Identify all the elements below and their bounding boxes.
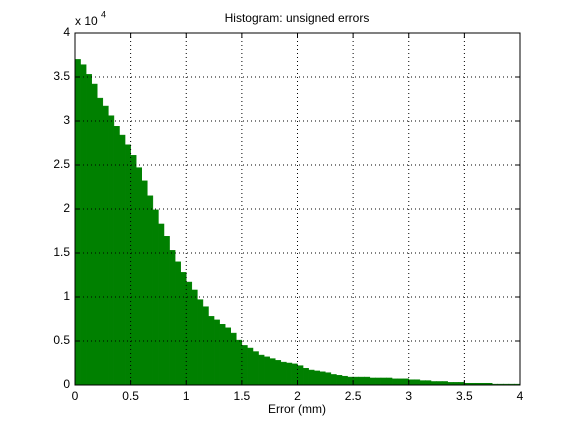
bar [141, 180, 148, 386]
bar [341, 375, 348, 386]
bar [124, 144, 131, 386]
bar [174, 261, 181, 386]
bar [241, 345, 248, 386]
bar [213, 319, 220, 386]
bar [236, 339, 243, 386]
y-tick-label: 3 [63, 113, 70, 127]
bar [85, 74, 92, 386]
x-tick-label: 4 [517, 389, 524, 403]
y-tick-label: 1.5 [53, 245, 70, 259]
bar [391, 378, 398, 386]
bar [358, 376, 365, 386]
bar [252, 351, 259, 386]
x-tick-label: 1 [183, 389, 190, 403]
bar [397, 378, 404, 386]
bar [386, 377, 393, 386]
y-tick-label: 4 [63, 25, 70, 39]
bar [402, 378, 409, 386]
bar [269, 358, 276, 386]
bar [80, 64, 87, 386]
bar [113, 126, 120, 386]
bar [247, 347, 254, 386]
x-tick-label: 0.5 [122, 389, 139, 403]
bar [380, 377, 387, 386]
y-tick-label: 2 [63, 201, 70, 215]
bar [208, 316, 215, 386]
bar [419, 380, 426, 386]
bar [91, 83, 98, 386]
x-tick-label: 0 [72, 389, 79, 403]
bar [352, 376, 359, 386]
y-tick-label: 2.5 [53, 157, 70, 171]
bar [197, 299, 204, 386]
bar [375, 377, 382, 386]
bar [130, 155, 137, 386]
bar [275, 360, 282, 386]
bar [430, 381, 437, 386]
bar [191, 289, 198, 386]
bar [280, 361, 287, 386]
bar [291, 363, 298, 386]
chart-title: Histogram: unsigned errors [225, 11, 370, 25]
y-tick-label: 1 [63, 289, 70, 303]
bar [330, 374, 337, 386]
bar [325, 372, 332, 386]
bar [135, 167, 142, 386]
bar [97, 97, 104, 386]
bar [308, 369, 315, 386]
bar [347, 376, 354, 386]
x-tick-label: 1.5 [234, 389, 251, 403]
bar [336, 375, 343, 386]
bar [180, 272, 187, 386]
bar [158, 223, 165, 386]
bar [74, 59, 81, 386]
bar [102, 105, 109, 386]
x-tick-label: 3 [405, 389, 412, 403]
bar [263, 356, 270, 386]
bar [436, 381, 443, 386]
bar [108, 115, 115, 386]
bar [319, 371, 326, 386]
y-tick-label: 0 [63, 377, 70, 391]
bar [297, 365, 304, 386]
bar [119, 134, 126, 386]
bar [219, 324, 226, 386]
bar [302, 368, 309, 386]
bar [369, 377, 376, 386]
bar [147, 195, 154, 386]
x-tick-label: 2.5 [345, 389, 362, 403]
x-axis-label: Error (mm) [268, 402, 326, 416]
x-tick-label: 3.5 [456, 389, 473, 403]
y-tick-label: 3.5 [53, 69, 70, 83]
bar [425, 380, 432, 386]
bar [414, 379, 421, 386]
bar [313, 370, 320, 386]
y-multiplier: x 10 [75, 14, 98, 28]
bar [258, 354, 265, 386]
bar [224, 327, 231, 386]
bar [169, 250, 176, 386]
bar [364, 376, 371, 386]
y-multiplier-exponent: 4 [101, 9, 106, 19]
bar [408, 379, 415, 386]
bar [286, 362, 293, 386]
x-tick-label: 2 [294, 389, 301, 403]
y-tick-label: 0.5 [53, 333, 70, 347]
bar [441, 381, 448, 386]
axes-box [74, 32, 521, 386]
bar [163, 236, 170, 386]
bar [202, 306, 209, 386]
